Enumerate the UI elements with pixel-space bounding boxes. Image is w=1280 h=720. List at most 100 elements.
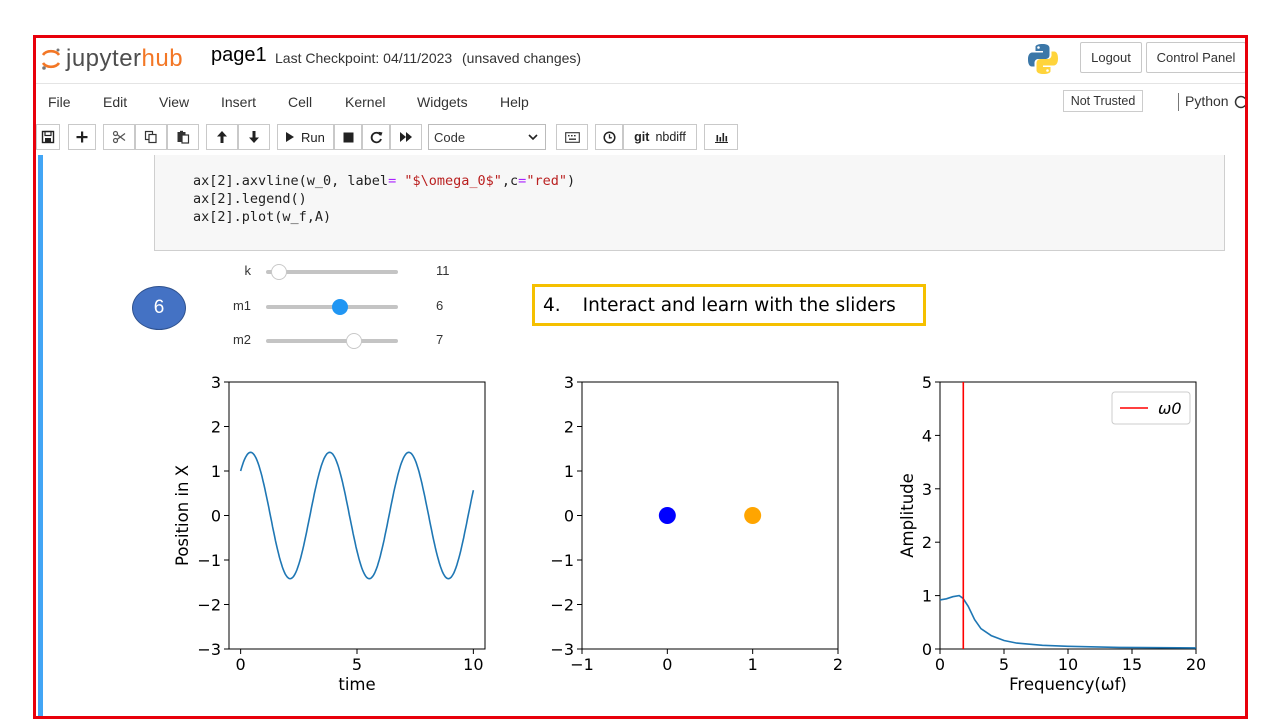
- slider-value: 7: [436, 332, 444, 347]
- x-tick-label: 10: [1058, 655, 1078, 674]
- restart-run-all-button[interactable]: [390, 124, 422, 150]
- slider-value: 6: [436, 298, 444, 313]
- y-tick-label: 3: [922, 480, 932, 499]
- menu-help[interactable]: Help: [500, 94, 529, 110]
- paste-button[interactable]: [167, 124, 199, 150]
- slider-m2: m2 7: [36, 328, 496, 352]
- x-axis-label: Frequency(ωf): [1009, 675, 1127, 694]
- notebook-area: ax[2].axvline(w_0, label= "$\omega_0$",c…: [36, 155, 1245, 716]
- run-button[interactable]: Run: [277, 124, 334, 150]
- resource-usage-button[interactable]: [704, 124, 738, 150]
- logo-text-hub: hub: [141, 45, 184, 72]
- copy-icon: [144, 130, 157, 144]
- move-up-button[interactable]: [206, 124, 238, 150]
- keyboard-icon: [564, 131, 580, 143]
- slider-track[interactable]: [266, 299, 398, 315]
- x-tick-label: 5: [999, 655, 1009, 674]
- slider-track[interactable]: [266, 333, 398, 349]
- slider-m1: m1 6: [36, 294, 496, 318]
- menu-cell[interactable]: Cell: [288, 94, 313, 110]
- y-tick-label: 1: [922, 587, 932, 606]
- restart-icon: [370, 131, 382, 143]
- paste-icon: [177, 130, 190, 144]
- notebook-title[interactable]: page1: [211, 44, 267, 66]
- amplitude-series-line: [939, 594, 1197, 649]
- menu-kernel[interactable]: Kernel: [345, 94, 386, 110]
- bar-chart-icon: [714, 133, 728, 143]
- y-tick-label: 3: [211, 373, 221, 392]
- cut-button[interactable]: [103, 124, 135, 150]
- slider-label: m1: [232, 298, 251, 313]
- slider-k: k 11: [36, 259, 496, 283]
- trust-indicator[interactable]: Not Trusted: [1063, 90, 1143, 112]
- slider-thumb[interactable]: [331, 299, 348, 315]
- legend-box: [1111, 391, 1191, 425]
- clock-icon: [602, 130, 616, 144]
- code-line: ax[2].legend(): [193, 191, 307, 207]
- copy-button[interactable]: [135, 124, 167, 150]
- y-tick-label: 0: [922, 640, 932, 659]
- plot-frame: [581, 381, 839, 650]
- y-tick-label: −1: [550, 551, 574, 570]
- menu-widgets[interactable]: Widgets: [417, 94, 468, 110]
- move-down-button[interactable]: [238, 124, 270, 150]
- arrow-up-icon: [217, 131, 227, 143]
- nbdiff-button[interactable]: git nbdiff: [623, 124, 697, 150]
- mass-point-m2: [744, 507, 762, 524]
- plot-frame: [939, 381, 1197, 650]
- x-tick-label: 10: [463, 655, 483, 674]
- save-icon: [41, 130, 55, 144]
- masses-plot: −1 0 1 2 −3 −2 −1 0 1 2 3: [550, 373, 843, 674]
- jupyterhub-logo[interactable]: jupyter hub: [40, 41, 183, 77]
- menu-edit[interactable]: Edit: [103, 94, 128, 110]
- y-tick-label: 4: [922, 426, 932, 445]
- fast-forward-icon: [400, 132, 412, 142]
- y-tick-label: 0: [211, 507, 221, 526]
- y-tick-label: 2: [922, 533, 932, 552]
- timer-button[interactable]: [595, 124, 623, 150]
- y-axis-label: Amplitude: [898, 473, 917, 558]
- legend-label-omega0: ω0: [1158, 399, 1182, 418]
- insert-cell-button[interactable]: [68, 124, 96, 150]
- arrow-down-icon: [249, 131, 259, 143]
- y-tick-label: −3: [550, 640, 574, 659]
- x-tick-label: 0: [662, 655, 672, 674]
- menu-view[interactable]: View: [159, 94, 190, 110]
- kernel-name[interactable]: Python: [1185, 93, 1229, 109]
- y-tick-label: −3: [197, 640, 221, 659]
- x-tick-label: −1: [570, 655, 594, 674]
- command-palette-button[interactable]: [556, 124, 588, 150]
- slider-thumb[interactable]: [271, 264, 288, 280]
- menu-insert[interactable]: Insert: [221, 94, 257, 110]
- run-label: Run: [301, 129, 325, 145]
- kernel-separator: [1178, 93, 1179, 111]
- python-logo-icon: [1028, 44, 1058, 74]
- play-icon: [286, 132, 294, 142]
- callout-number: 4.: [543, 294, 561, 316]
- menu-file[interactable]: File: [48, 94, 71, 110]
- x-tick-label: 0: [236, 655, 246, 674]
- plot-frame: [228, 381, 486, 650]
- y-tick-label: 2: [211, 418, 221, 437]
- x-tick-label: 15: [1122, 655, 1142, 674]
- control-panel-button[interactable]: Control Panel: [1146, 42, 1245, 73]
- callout-text: Interact and learn with the sliders: [582, 294, 896, 316]
- scissors-icon: [112, 130, 126, 144]
- interrupt-button[interactable]: [334, 124, 362, 150]
- save-button[interactable]: [36, 124, 60, 150]
- header-bar: jupyter hub page1 Last Checkpoint: 04/11/…: [36, 38, 1245, 82]
- restart-button[interactable]: [362, 124, 390, 150]
- slider-track[interactable]: [266, 264, 398, 280]
- y-tick-label: 0: [564, 507, 574, 526]
- git-label: git: [634, 130, 650, 144]
- code-cell-input[interactable]: ax[2].axvline(w_0, label= "$\omega_0$",c…: [154, 155, 1225, 251]
- slider-thumb[interactable]: [346, 333, 363, 349]
- y-axis-label: Position in X: [173, 465, 192, 566]
- x-tick-label: 20: [1186, 655, 1206, 674]
- logo-text-jupyter: jupyter: [66, 45, 142, 72]
- logout-button[interactable]: Logout: [1080, 42, 1142, 73]
- y-tick-label: 3: [564, 373, 574, 392]
- cell-type-select[interactable]: Code: [428, 124, 546, 150]
